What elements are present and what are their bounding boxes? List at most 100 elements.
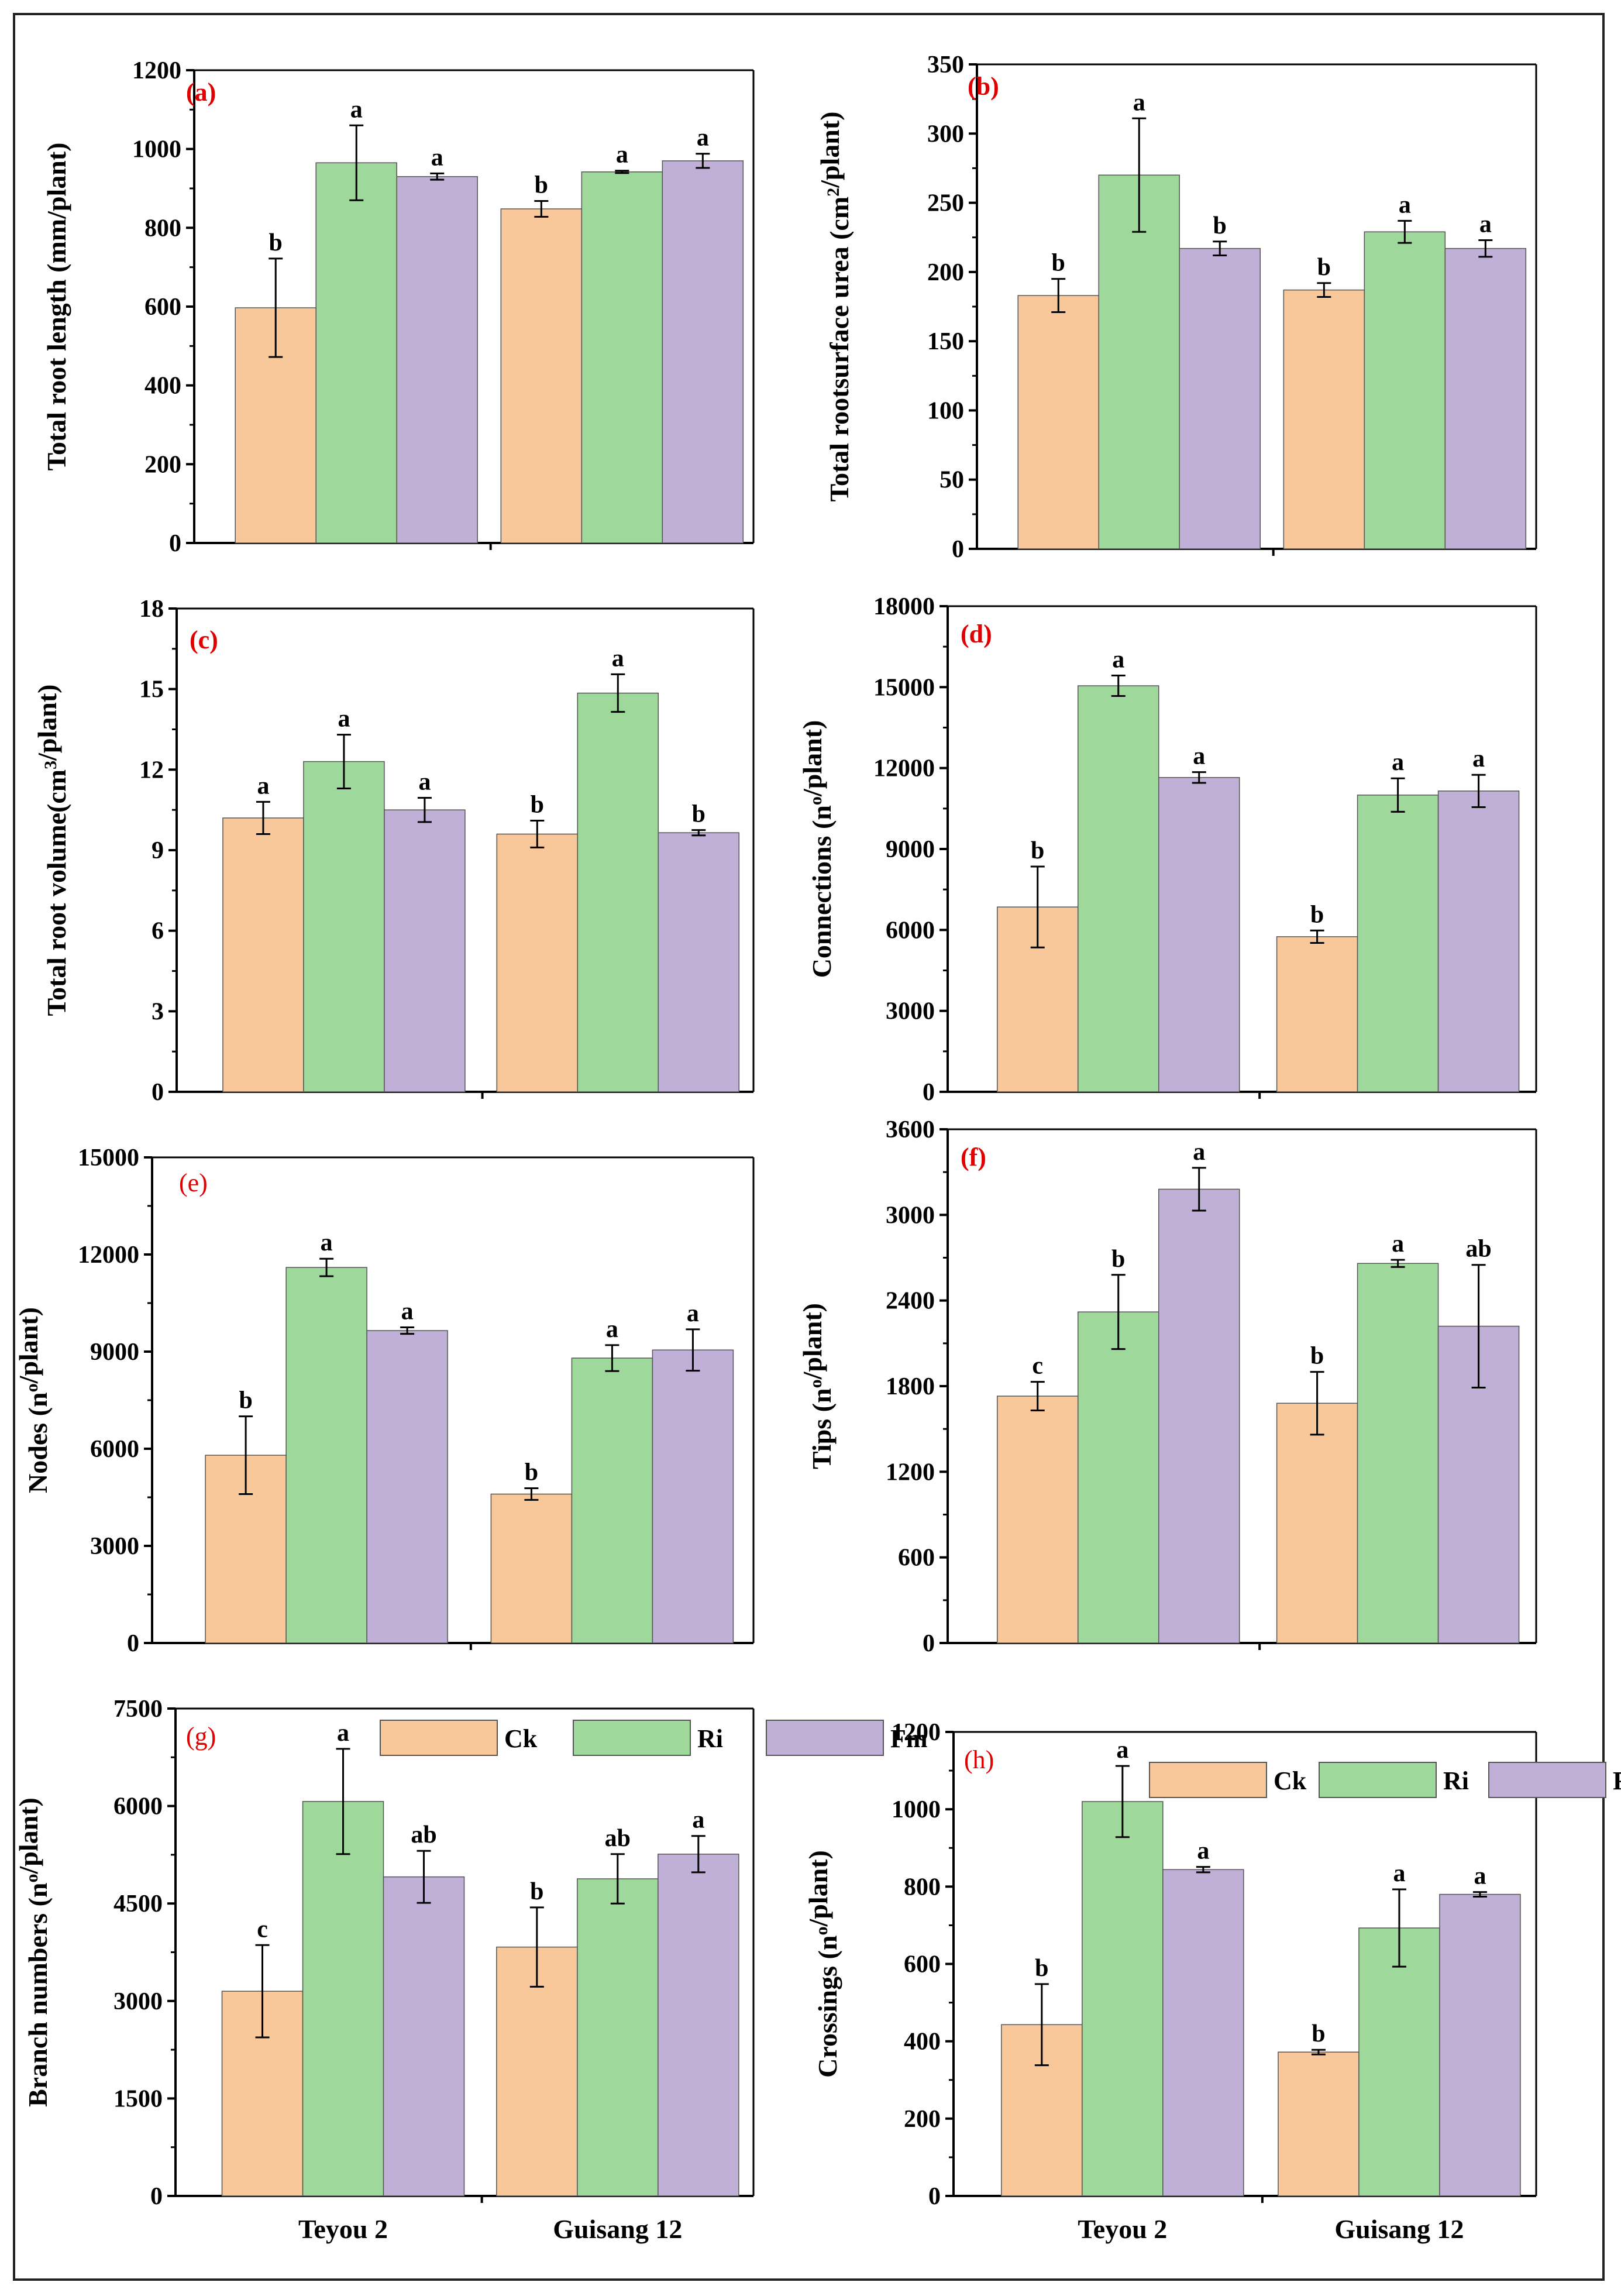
panel-label: (f) — [961, 1143, 986, 1171]
bar-fm-guisang12 — [652, 1349, 734, 1644]
significance-letter: ab — [605, 1825, 631, 1852]
y-tick-label: 1200 — [892, 1719, 941, 1746]
bar-fm-guisang12 — [1444, 248, 1527, 549]
bar-ri-guisang12 — [1357, 1263, 1439, 1644]
x-category-label: Teyou 2 — [298, 2214, 388, 2244]
panel-e: 0 3000 6000 9000 12000 15000 Nodes (no/plant) (… — [13, 1144, 755, 1657]
bar-fm-teyou2 — [383, 1876, 465, 2197]
bar-fm-teyou2 — [366, 1330, 448, 1644]
bar-ck-guisang12 — [490, 1493, 573, 1644]
significance-letter: b — [239, 1387, 252, 1414]
y-tick-label: 18000 — [873, 593, 935, 620]
legend-label-fm: Fm — [1613, 1766, 1621, 1795]
y-tick-label: 600 — [898, 1545, 935, 1572]
significance-letter: a — [692, 1807, 704, 1834]
legend-swatch-ri — [573, 1720, 691, 1756]
significance-letter: b — [1213, 212, 1227, 239]
y-tick-label: 3600 — [886, 1116, 935, 1143]
bar-ck-guisang12 — [1283, 289, 1365, 549]
bar-ri-teyou2 — [303, 761, 385, 1092]
y-tick-label: 800 — [144, 215, 181, 242]
panel-label: (d) — [961, 620, 992, 648]
bar-fm-teyou2 — [1158, 1188, 1240, 1644]
y-axis-title: Total root volume(cm3/plant) — [32, 685, 71, 1016]
y-axis-title: Connections (no/plant) — [797, 720, 837, 978]
panel-label: (c) — [190, 625, 218, 654]
significance-letter: b — [530, 1878, 543, 1905]
bar-ck-teyou2 — [996, 1396, 1079, 1644]
legend-swatch-fm — [1488, 1762, 1606, 1798]
bar-ri-guisang12 — [571, 1357, 653, 1644]
bar-ri-guisang12 — [1358, 1927, 1440, 2197]
bar-fm-guisang12 — [1439, 1893, 1521, 2197]
bar-fm-teyou2 — [1158, 777, 1240, 1092]
y-tick-label: 0 — [952, 536, 964, 563]
y-tick-label: 1200 — [132, 57, 181, 84]
y-tick-label: 0 — [152, 1079, 164, 1106]
significance-letter: a — [1193, 1139, 1205, 1166]
y-tick-label: 3 — [152, 998, 164, 1025]
significance-letter: a — [401, 1298, 414, 1325]
y-tick-label: 6 — [152, 918, 164, 945]
panel-c: 0 3 6 9 12 15 18 Total root volume(cm3/plant) (c… — [32, 596, 755, 1106]
bar-fm-teyou2 — [1162, 1869, 1244, 2197]
panel-a: 0 200 400 600 800 1000 1200 Total root length (… — [42, 57, 755, 557]
significance-letter: a — [1392, 749, 1404, 776]
bar-ri-teyou2 — [285, 1267, 367, 1644]
significance-letter: a — [616, 142, 628, 169]
significance-letter: a — [1112, 647, 1124, 673]
y-tick-label: 6000 — [90, 1436, 139, 1463]
significance-letter: a — [612, 645, 624, 672]
y-tick-label: 150 — [927, 328, 964, 355]
y-tick-label: 1200 — [886, 1459, 935, 1486]
bar-ri-teyou2 — [1082, 1801, 1164, 2197]
y-axis-title: Crossings (no/plant) — [803, 1850, 842, 2078]
y-tick-label: 4500 — [113, 1891, 163, 1917]
y-tick-label: 1000 — [892, 1796, 941, 1823]
y-tick-label: 0 — [150, 2183, 163, 2210]
y-tick-label: 12000 — [873, 755, 935, 782]
significance-letter: b — [525, 1459, 538, 1486]
y-tick-label: 18 — [139, 596, 164, 623]
significance-letter: b — [692, 801, 705, 828]
y-tick-label: 15000 — [78, 1144, 139, 1171]
bar-ck-teyou2 — [1017, 295, 1099, 549]
x-category-label: Guisang 12 — [553, 2214, 682, 2244]
significance-letter: a — [321, 1229, 333, 1256]
significance-letter: b — [1111, 1246, 1125, 1273]
legend-label-ck: Ck — [1274, 1766, 1307, 1795]
legend-label-ck: Ck — [504, 1724, 538, 1753]
significance-letter: b — [1312, 2020, 1325, 2047]
figure-border — [13, 13, 1605, 2281]
y-tick-label: 800 — [904, 1874, 941, 1900]
y-axis-title: Total rootsurface urea (cm2/plant) — [815, 111, 854, 501]
significance-letter: a — [1399, 191, 1411, 218]
y-tick-label: 400 — [144, 373, 181, 400]
y-tick-label: 200 — [927, 259, 964, 286]
significance-letter: c — [1032, 1353, 1043, 1380]
significance-letter: a — [1392, 1231, 1404, 1257]
legend-swatch-ri — [1319, 1762, 1437, 1798]
bar-fm-teyou2 — [1179, 248, 1261, 549]
significance-letter: b — [535, 172, 548, 199]
significance-letter: a — [1197, 1838, 1209, 1865]
y-tick-label: 6000 — [886, 917, 935, 944]
significance-letter: a — [1116, 1737, 1128, 1764]
panel-label: (h) — [964, 1745, 994, 1774]
y-tick-label: 9000 — [90, 1339, 139, 1366]
significance-letter: ab — [1465, 1236, 1491, 1263]
significance-letter: a — [1393, 1860, 1405, 1887]
legend-label-fm: Fm — [890, 1724, 928, 1753]
bar-ck-guisang12 — [496, 833, 579, 1092]
y-tick-label: 300 — [927, 121, 964, 147]
bar-ri-guisang12 — [1364, 231, 1446, 549]
bar-ri-teyou2 — [1077, 685, 1159, 1092]
panel-g: 0 1500 3000 4500 6000 7500 Branch numbers (no/… — [13, 1696, 928, 2244]
legend: Ck Ri Fm — [1149, 1762, 1621, 1798]
significance-letter: a — [1193, 743, 1205, 770]
y-tick-label: 1800 — [886, 1373, 935, 1400]
x-category-label: Guisang 12 — [1334, 2214, 1464, 2244]
y-tick-label: 200 — [904, 2106, 941, 2133]
bar-ri-guisang12 — [577, 692, 659, 1092]
